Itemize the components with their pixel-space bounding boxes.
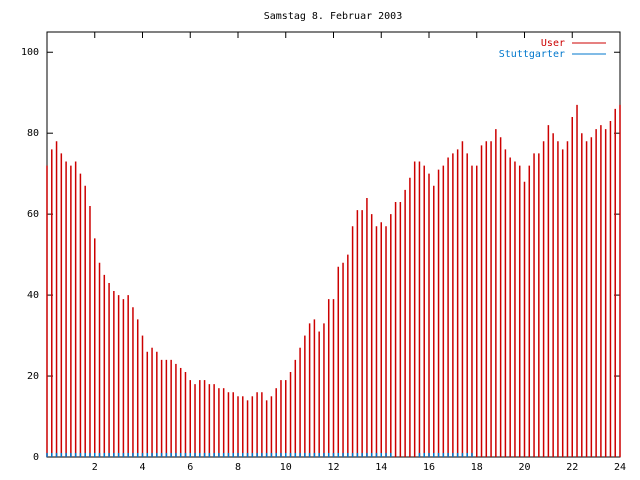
y-tick-label: 60 xyxy=(27,209,39,220)
x-tick-label: 18 xyxy=(471,462,483,473)
x-tick-label: 10 xyxy=(280,462,292,473)
x-tick-label: 4 xyxy=(139,462,145,473)
x-tick-label: 16 xyxy=(423,462,435,473)
y-tick-label: 0 xyxy=(33,452,39,463)
y-tick-label: 40 xyxy=(27,290,39,301)
x-tick-label: 12 xyxy=(327,462,339,473)
y-tick-label: 100 xyxy=(21,47,39,58)
chart-title: Samstag 8. Februar 2003 xyxy=(264,11,402,22)
x-tick-label: 22 xyxy=(566,462,578,473)
x-tick-label: 24 xyxy=(614,462,626,473)
y-tick-label: 80 xyxy=(27,128,39,139)
x-tick-label: 8 xyxy=(235,462,241,473)
legend-label: Stuttgarter xyxy=(499,49,565,60)
x-tick-label: 6 xyxy=(187,462,193,473)
legend-label: User xyxy=(541,38,565,49)
x-tick-label: 2 xyxy=(92,462,98,473)
y-tick-label: 20 xyxy=(27,371,39,382)
x-tick-label: 20 xyxy=(518,462,530,473)
x-tick-label: 14 xyxy=(375,462,387,473)
